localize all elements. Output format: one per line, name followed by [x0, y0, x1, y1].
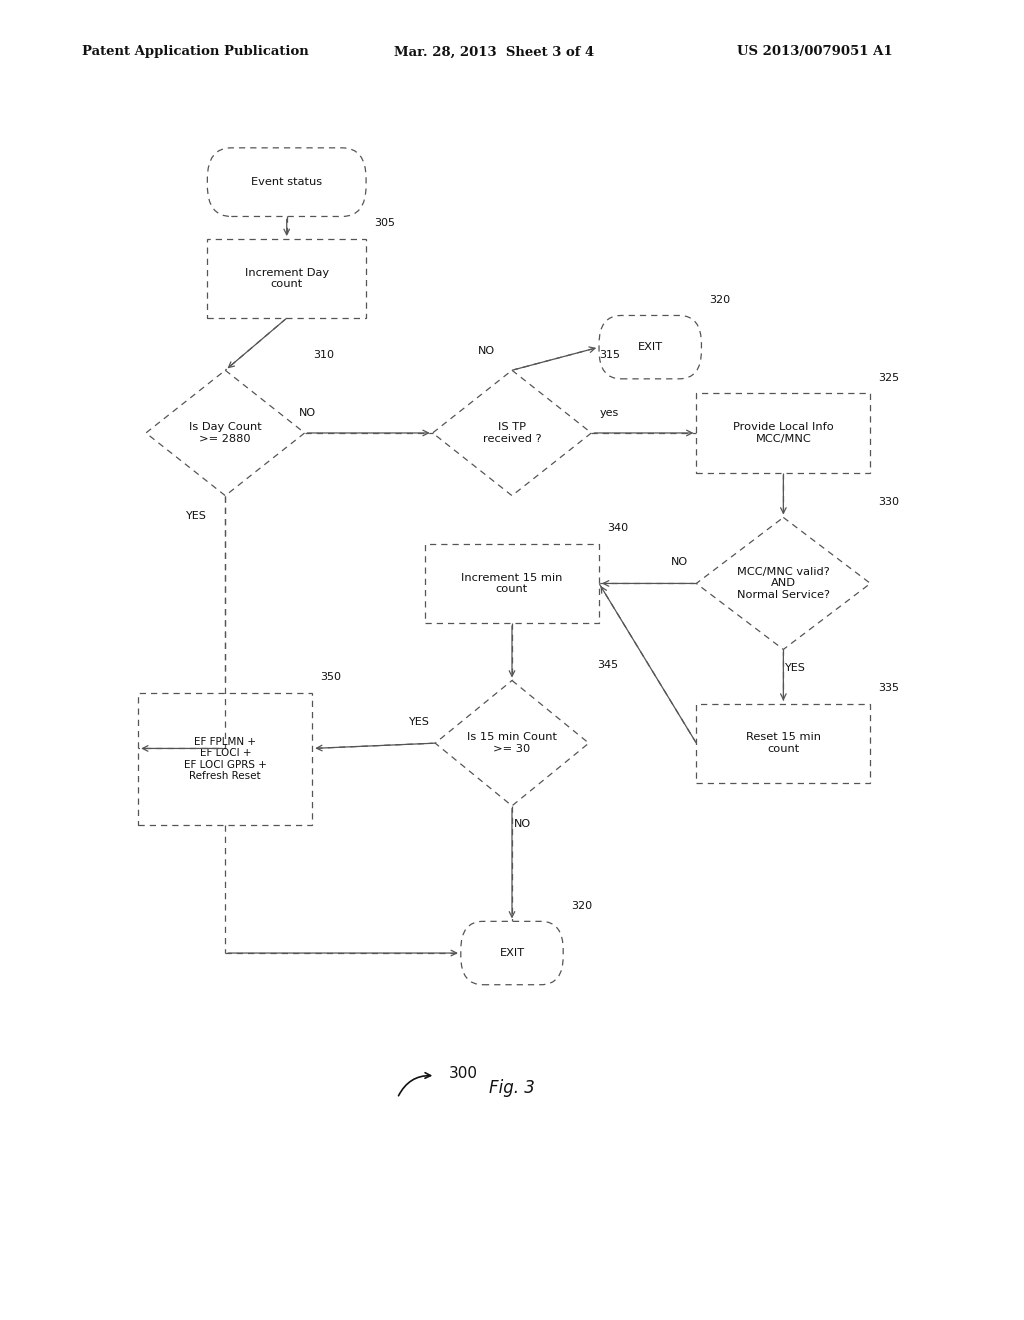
- Text: 325: 325: [879, 372, 900, 383]
- FancyBboxPatch shape: [696, 704, 870, 783]
- Text: 315: 315: [600, 350, 621, 359]
- Text: YES: YES: [785, 663, 806, 673]
- Text: YES: YES: [186, 511, 207, 521]
- FancyBboxPatch shape: [461, 921, 563, 985]
- Text: NO: NO: [299, 408, 315, 418]
- Text: Is 15 min Count
>= 30: Is 15 min Count >= 30: [467, 733, 557, 754]
- Text: Reset 15 min
count: Reset 15 min count: [745, 733, 821, 754]
- Polygon shape: [435, 681, 589, 805]
- FancyBboxPatch shape: [425, 544, 599, 623]
- Text: 320: 320: [571, 900, 593, 911]
- Text: 340: 340: [607, 523, 629, 533]
- Text: NO: NO: [514, 818, 530, 829]
- Text: EXIT: EXIT: [638, 342, 663, 352]
- Text: YES: YES: [410, 717, 430, 727]
- Text: Is Day Count
>= 2880: Is Day Count >= 2880: [188, 422, 262, 444]
- FancyBboxPatch shape: [599, 315, 701, 379]
- Text: NO: NO: [478, 346, 495, 356]
- Text: 335: 335: [879, 682, 900, 693]
- Text: Increment Day
count: Increment Day count: [245, 268, 329, 289]
- Text: 305: 305: [375, 218, 395, 228]
- Text: 350: 350: [321, 672, 342, 682]
- Text: yes: yes: [600, 408, 618, 418]
- FancyBboxPatch shape: [138, 693, 312, 825]
- Text: 310: 310: [313, 350, 334, 359]
- Text: EF FPLMN +
EF LOCI +
EF LOCI GPRS +
Refresh Reset: EF FPLMN + EF LOCI + EF LOCI GPRS + Refr…: [184, 737, 266, 781]
- Text: EXIT: EXIT: [500, 948, 524, 958]
- Polygon shape: [146, 370, 305, 495]
- Text: Event status: Event status: [251, 177, 323, 187]
- Text: Patent Application Publication: Patent Application Publication: [82, 45, 308, 58]
- Text: NO: NO: [671, 557, 688, 568]
- FancyBboxPatch shape: [207, 148, 367, 216]
- Text: US 2013/0079051 A1: US 2013/0079051 A1: [737, 45, 893, 58]
- Text: Provide Local Info
MCC/MNC: Provide Local Info MCC/MNC: [733, 422, 834, 444]
- Polygon shape: [432, 370, 592, 495]
- Text: 330: 330: [879, 496, 900, 507]
- Text: MCC/MNC valid?
AND
Normal Service?: MCC/MNC valid? AND Normal Service?: [737, 566, 829, 601]
- Text: 345: 345: [597, 660, 618, 671]
- Text: Fig. 3: Fig. 3: [489, 1078, 536, 1097]
- Text: Increment 15 min
count: Increment 15 min count: [462, 573, 562, 594]
- Text: IS TP
received ?: IS TP received ?: [482, 422, 542, 444]
- Text: Mar. 28, 2013  Sheet 3 of 4: Mar. 28, 2013 Sheet 3 of 4: [394, 45, 595, 58]
- Text: 320: 320: [710, 294, 731, 305]
- FancyBboxPatch shape: [207, 239, 367, 318]
- FancyBboxPatch shape: [696, 393, 870, 473]
- Polygon shape: [696, 517, 870, 649]
- Text: 300: 300: [449, 1067, 477, 1081]
